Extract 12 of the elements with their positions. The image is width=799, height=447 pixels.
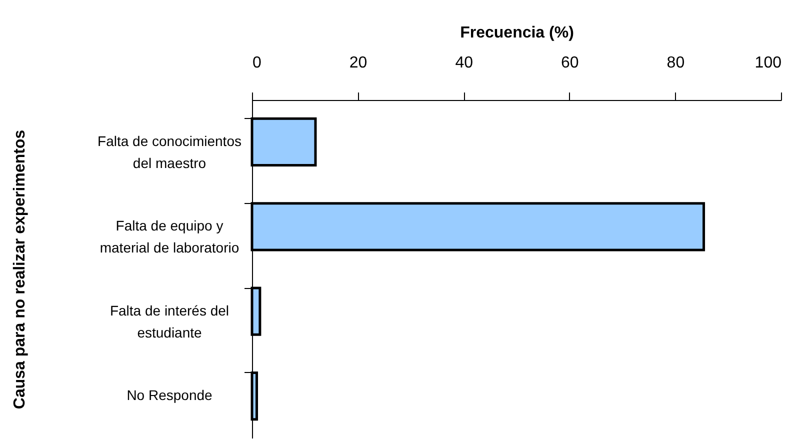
y-tick-label: Falta de equipo y material de laboratorio (100, 218, 240, 256)
x-tick-label: 0 (252, 54, 262, 72)
x-tick-label: 40 (455, 54, 474, 72)
x-tick-label: 100 (754, 54, 782, 72)
x-tick-label: 80 (666, 54, 685, 72)
x-tick-label: 20 (349, 54, 368, 72)
y-tick-label: No Responde (126, 387, 213, 404)
x-tick-label: 60 (561, 54, 579, 72)
y-tick-label: Falta de conocimientos del maestro (98, 132, 242, 171)
y-tick-label: Falta de interés del estudiante (110, 302, 230, 340)
y-axis-title: Causa para no realizar experimentos (12, 130, 29, 410)
x-axis-title: Frecuencia (%) (460, 24, 574, 42)
